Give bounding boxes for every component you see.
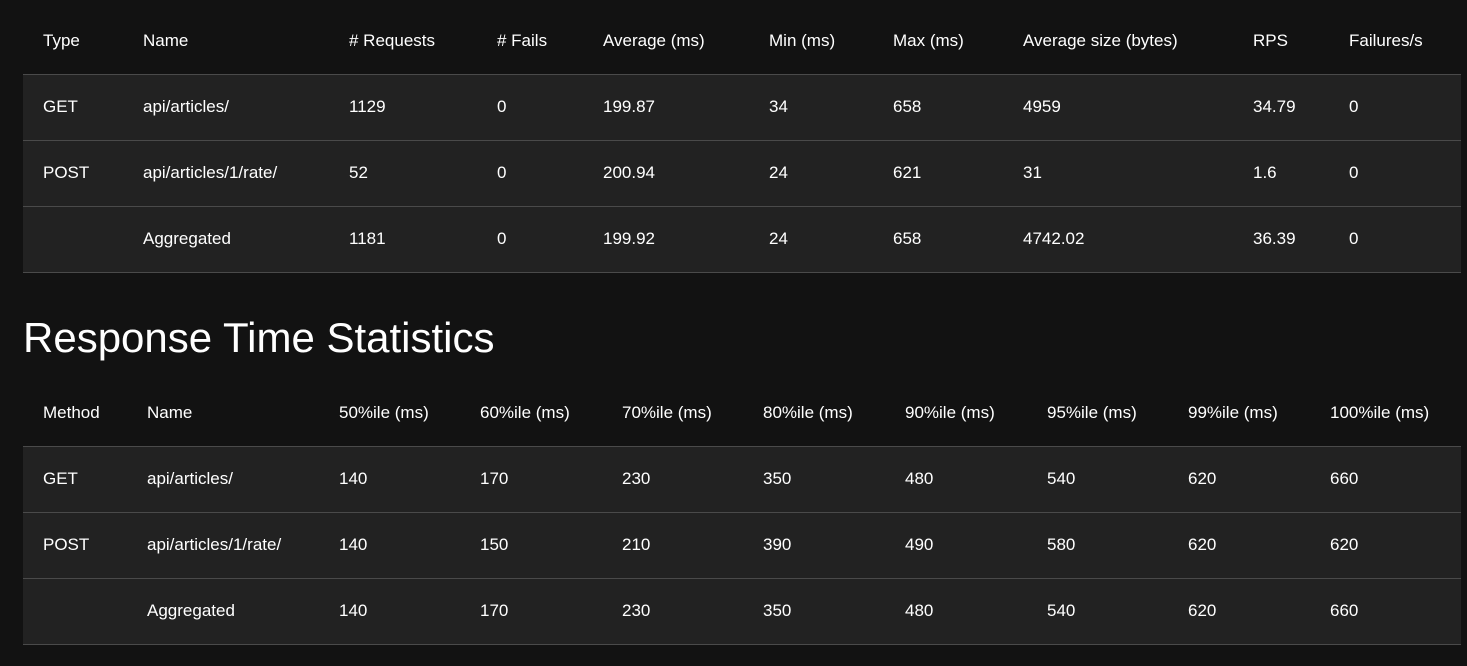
cell-method <box>23 577 127 645</box>
column-header-p99[interactable]: 99%ile (ms) <box>1168 380 1310 446</box>
cell-average-size: 31 <box>1003 139 1233 206</box>
cell-p60: 170 <box>460 577 602 645</box>
cell-name: Aggregated <box>127 577 319 645</box>
cell-p95: 580 <box>1027 511 1168 578</box>
cell-p90: 480 <box>885 577 1027 645</box>
cell-max: 621 <box>873 139 1003 206</box>
table-row: POST api/articles/1/rate/ 140 150 210 39… <box>23 511 1461 578</box>
response-time-statistics-heading: Response Time Statistics <box>23 314 495 361</box>
cell-p100: 660 <box>1310 445 1461 512</box>
column-header-p70[interactable]: 70%ile (ms) <box>602 380 743 446</box>
column-header-average[interactable]: Average (ms) <box>583 8 749 74</box>
cell-p70: 210 <box>602 511 743 578</box>
cell-average-size: 4742.02 <box>1003 205 1233 273</box>
cell-rps: 1.6 <box>1233 139 1329 206</box>
column-header-max[interactable]: Max (ms) <box>873 8 1003 74</box>
cell-p50: 140 <box>319 511 460 578</box>
cell-average-size: 4959 <box>1003 73 1233 140</box>
cell-name: api/articles/ <box>123 73 329 140</box>
column-header-p60[interactable]: 60%ile (ms) <box>460 380 602 446</box>
cell-max: 658 <box>873 73 1003 140</box>
column-header-method[interactable]: Method <box>23 380 127 446</box>
cell-name: api/articles/1/rate/ <box>127 511 319 578</box>
cell-p80: 350 <box>743 577 885 645</box>
cell-p80: 350 <box>743 445 885 512</box>
cell-type: POST <box>23 139 123 206</box>
cell-min: 34 <box>749 73 873 140</box>
column-header-fails[interactable]: # Fails <box>477 8 583 74</box>
cell-name: api/articles/ <box>127 445 319 512</box>
cell-rps: 36.39 <box>1233 205 1329 273</box>
cell-type: GET <box>23 73 123 140</box>
cell-name: api/articles/1/rate/ <box>123 139 329 206</box>
cell-rps: 34.79 <box>1233 73 1329 140</box>
cell-failures-per-sec: 0 <box>1329 73 1461 140</box>
cell-p99: 620 <box>1168 577 1310 645</box>
cell-p99: 620 <box>1168 445 1310 512</box>
cell-p70: 230 <box>602 445 743 512</box>
cell-p90: 480 <box>885 445 1027 512</box>
column-header-rps[interactable]: RPS <box>1233 8 1329 74</box>
table-row: POST api/articles/1/rate/ 52 0 200.94 24… <box>23 139 1461 206</box>
cell-method: POST <box>23 511 127 578</box>
column-header-name[interactable]: Name <box>127 380 319 446</box>
column-header-p80[interactable]: 80%ile (ms) <box>743 380 885 446</box>
cell-failures-per-sec: 0 <box>1329 205 1461 273</box>
cell-p90: 490 <box>885 511 1027 578</box>
column-header-name[interactable]: Name <box>123 8 329 74</box>
request-statistics-table: Type Name # Requests # Fails Average (ms… <box>23 8 1461 273</box>
column-header-min[interactable]: Min (ms) <box>749 8 873 74</box>
column-header-p90[interactable]: 90%ile (ms) <box>885 380 1027 446</box>
response-time-statistics-table: Method Name 50%ile (ms) 60%ile (ms) 70%i… <box>23 380 1461 645</box>
cell-max: 658 <box>873 205 1003 273</box>
cell-p99: 620 <box>1168 511 1310 578</box>
table-header-row: Method Name 50%ile (ms) 60%ile (ms) 70%i… <box>23 380 1461 446</box>
cell-p80: 390 <box>743 511 885 578</box>
cell-p60: 170 <box>460 445 602 512</box>
cell-type <box>23 205 123 273</box>
cell-method: GET <box>23 445 127 512</box>
column-header-failures-per-sec[interactable]: Failures/s <box>1329 8 1461 74</box>
cell-p100: 620 <box>1310 511 1461 578</box>
cell-p95: 540 <box>1027 577 1168 645</box>
cell-average: 199.92 <box>583 205 749 273</box>
column-header-average-size[interactable]: Average size (bytes) <box>1003 8 1233 74</box>
cell-p50: 140 <box>319 445 460 512</box>
column-header-p100[interactable]: 100%ile (ms) <box>1310 380 1461 446</box>
table-header-row: Type Name # Requests # Fails Average (ms… <box>23 8 1461 74</box>
cell-average: 199.87 <box>583 73 749 140</box>
cell-name: Aggregated <box>123 205 329 273</box>
table-row: GET api/articles/ 1129 0 199.87 34 658 4… <box>23 73 1461 140</box>
cell-p100: 660 <box>1310 577 1461 645</box>
table-row: GET api/articles/ 140 170 230 350 480 54… <box>23 445 1461 512</box>
cell-p50: 140 <box>319 577 460 645</box>
cell-p95: 540 <box>1027 445 1168 512</box>
cell-min: 24 <box>749 139 873 206</box>
cell-failures-per-sec: 0 <box>1329 139 1461 206</box>
cell-fails: 0 <box>477 73 583 140</box>
cell-fails: 0 <box>477 205 583 273</box>
column-header-type[interactable]: Type <box>23 8 123 74</box>
cell-requests: 1129 <box>329 73 477 140</box>
column-header-p95[interactable]: 95%ile (ms) <box>1027 380 1168 446</box>
column-header-requests[interactable]: # Requests <box>329 8 477 74</box>
cell-fails: 0 <box>477 139 583 206</box>
column-header-p50[interactable]: 50%ile (ms) <box>319 380 460 446</box>
aggregated-row: Aggregated 140 170 230 350 480 540 620 6… <box>23 577 1461 645</box>
cell-requests: 52 <box>329 139 477 206</box>
cell-p70: 230 <box>602 577 743 645</box>
cell-min: 24 <box>749 205 873 273</box>
aggregated-row: Aggregated 1181 0 199.92 24 658 4742.02 … <box>23 205 1461 273</box>
cell-average: 200.94 <box>583 139 749 206</box>
cell-requests: 1181 <box>329 205 477 273</box>
cell-p60: 150 <box>460 511 602 578</box>
